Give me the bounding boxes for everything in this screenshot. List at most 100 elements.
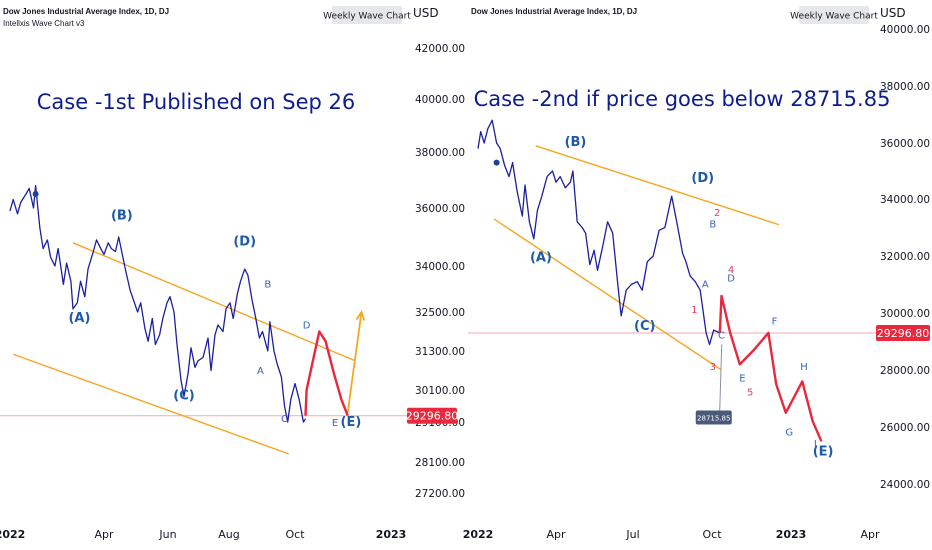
price-line (9, 184, 307, 423)
wave-label: 4 (728, 265, 734, 276)
wave-labels: (A) (B) (C) (D) (E) A B C D E (68, 209, 361, 430)
annotation-title: Case -2nd if price goes below 28715.85 (474, 87, 891, 111)
price-tick-label: 40000.00 (415, 94, 465, 106)
price-tick-label: 36000.00 (415, 203, 465, 215)
price-tick-label: 28100.00 (415, 457, 465, 469)
price-tick-label: 26000.00 (880, 422, 930, 434)
weekly-wave-chart-button[interactable]: Weekly Wave Chart (323, 6, 411, 24)
left-chart-panel: Dow Jones Industrial Average Index, 1D, … (0, 6, 465, 541)
wave-label: (E) (813, 445, 834, 460)
trendline-upper (535, 145, 780, 226)
time-tick-label: Jun (158, 528, 176, 541)
weekly-wave-chart-label: Weekly Wave Chart (790, 12, 878, 22)
price-badge-label: 29296.80 (406, 410, 459, 423)
price-tick-label: 32000.00 (880, 251, 930, 263)
wave-label: C (718, 331, 725, 342)
weekly-wave-chart-label: Weekly Wave Chart (323, 12, 411, 22)
wave-label: (B) (565, 135, 587, 150)
wave-labels: (A) (B) (C) (D) (E) A B C D E F G H I 1 2 3 4 5 (530, 135, 834, 460)
price-badge: 29296.80 (406, 407, 459, 424)
time-tick-label: Apr (546, 528, 566, 541)
price-badge: 29296.80 (876, 325, 930, 342)
trendline-upper (72, 242, 356, 362)
projected-path (718, 294, 823, 442)
currency-label: USD (880, 6, 906, 20)
price-tick-label: 34000.00 (880, 194, 930, 206)
indicator-name: Intellxis Wave Chart v3 (3, 19, 85, 28)
price-axis: 42000.00 40000.00 38000.00 36000.00 34000.00… (415, 43, 465, 500)
time-tick-label: 2023 (776, 528, 807, 541)
projection-arrow (346, 311, 363, 413)
price-tick-label: 30000.00 (880, 308, 930, 320)
wave-label: (C) (634, 319, 655, 334)
price-tick-label: 38000.00 (880, 81, 930, 93)
callout-leader (719, 344, 723, 411)
price-tick-label: 42000.00 (415, 43, 465, 55)
level-callout: 28715.85 (695, 344, 732, 425)
wave-label: (B) (111, 209, 133, 224)
wave-label: 2 (714, 208, 720, 219)
wave-label: (D) (691, 171, 714, 186)
wave-label: A (257, 366, 264, 377)
wave-label: (C) (173, 389, 194, 404)
projection-arrow-head (355, 309, 366, 321)
wave-label: (D) (233, 235, 256, 250)
price-tick-label: 40000.00 (880, 24, 930, 36)
wave-label: 1 (691, 305, 697, 316)
wave-label: 5 (747, 388, 753, 399)
wave-label: D (727, 274, 735, 285)
wave-label: F (772, 316, 778, 327)
time-tick-label: 2023 (376, 528, 407, 541)
wave-label: C (281, 414, 288, 425)
pivot-marker (493, 159, 500, 166)
wave-label: (E) (341, 415, 362, 430)
wave-label: (A) (68, 311, 90, 326)
wave-label: B (264, 279, 271, 290)
price-tick-label: 27200.00 (415, 488, 465, 500)
time-tick-label: Apr (860, 528, 880, 541)
price-tick-label: 36000.00 (880, 138, 930, 150)
price-axis: 40000.00 38000.00 36000.00 34000.00 32000.00… (880, 24, 930, 491)
price-tick-label: 38000.00 (415, 147, 465, 159)
time-axis: 2022 Apr Jun Aug Oct 2023 (0, 528, 406, 541)
time-tick-label: Oct (285, 528, 305, 541)
price-tick-label: 24000.00 (880, 479, 930, 491)
price-series (477, 119, 823, 442)
callout-label: 28715.85 (697, 414, 730, 422)
right-chart-panel: Dow Jones Industrial Average Index, 1D, … (463, 6, 930, 541)
time-tick-label: 2022 (463, 528, 494, 541)
callout-box (695, 410, 732, 425)
wave-label: G (785, 428, 793, 439)
annotation-title: Case -1st Published on Sep 26 (37, 90, 355, 114)
wave-label: B (709, 220, 716, 231)
price-tick-label: 28000.00 (880, 365, 930, 377)
chart-title: Dow Jones Industrial Average Index, 1D, … (3, 7, 169, 16)
price-tick-label: 31300.00 (415, 346, 465, 358)
wave-label: A (702, 279, 709, 290)
price-line (477, 119, 721, 346)
time-tick-label: 2022 (0, 528, 25, 541)
time-tick-label: Apr (94, 528, 114, 541)
trendline-lower (12, 353, 289, 455)
time-tick-label: Jul (625, 528, 639, 541)
time-axis: 2022 Apr Jul Oct 2023 Apr (463, 528, 880, 541)
trendlines (12, 242, 366, 455)
price-badge-label: 29296.80 (877, 327, 930, 340)
trendline-lower (493, 218, 722, 371)
currency-label: USD (413, 6, 439, 20)
wave-label: D (303, 320, 311, 331)
time-tick-label: Aug (218, 528, 239, 541)
price-tick-label: 30100.00 (415, 385, 465, 397)
time-tick-label: Oct (702, 528, 722, 541)
price-tick-label: 32500.00 (415, 307, 465, 319)
wave-label: (A) (530, 251, 552, 266)
wave-label: H (800, 362, 808, 373)
projected-path (304, 330, 349, 417)
price-series (9, 184, 349, 423)
chart-title: Dow Jones Industrial Average Index, 1D, … (471, 7, 637, 16)
wave-label: E (739, 373, 745, 384)
weekly-wave-chart-button[interactable]: Weekly Wave Chart (790, 6, 878, 24)
wave-label: E (332, 418, 338, 429)
wave-label: 3 (710, 362, 716, 373)
